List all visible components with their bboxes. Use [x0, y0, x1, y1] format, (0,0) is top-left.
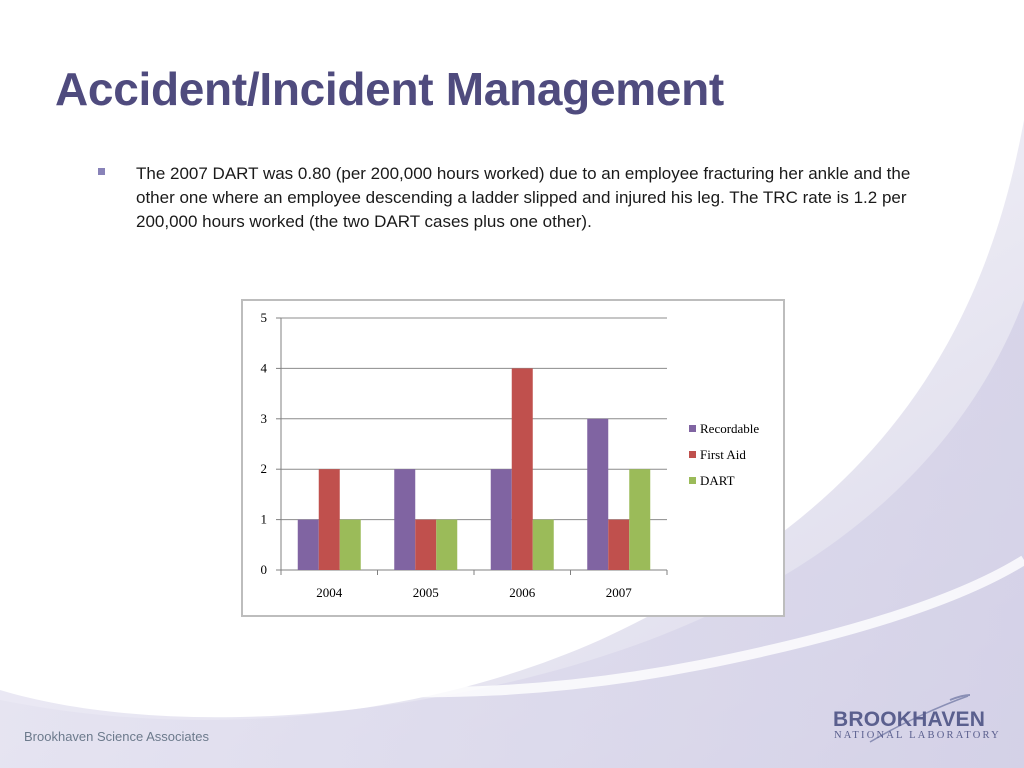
- bar-dart-2005: [436, 519, 458, 570]
- y-tick-label: 3: [261, 411, 268, 426]
- footer-organization: Brookhaven Science Associates: [24, 729, 209, 744]
- bullet-list: The 2007 DART was 0.80 (per 200,000 hour…: [98, 162, 928, 234]
- legend-label: First Aid: [700, 447, 746, 462]
- bar-first-aid-2005: [415, 519, 437, 570]
- y-tick-label: 2: [261, 461, 268, 476]
- bar-dart-2007: [629, 469, 651, 570]
- bar-first-aid-2004: [318, 469, 340, 570]
- y-tick-label: 4: [261, 360, 268, 375]
- x-tick-label: 2004: [316, 585, 343, 600]
- chart-frame: 0 1 2 3 4 5 2004 2005 2006 2007 Recordable First Ai…: [241, 299, 785, 617]
- square-bullet-icon: [98, 168, 105, 175]
- bar-dart-2004: [339, 519, 361, 570]
- bar-recordable-2006: [490, 469, 512, 570]
- bar-first-aid-2007: [608, 519, 630, 570]
- y-tick-label: 1: [261, 512, 268, 527]
- slide-title: Accident/Incident Management: [55, 63, 724, 115]
- bar-recordable-2005: [394, 469, 416, 570]
- legend-swatch: [689, 425, 696, 432]
- bar-chart: 0 1 2 3 4 5 2004 2005 2006 2007 Recordable First Ai…: [261, 310, 760, 600]
- legend-label: Recordable: [700, 421, 759, 436]
- legend-label: DART: [700, 473, 735, 488]
- x-tick-label: 2007: [606, 585, 633, 600]
- bar-recordable-2004: [297, 519, 319, 570]
- legend-swatch: [689, 451, 696, 458]
- y-tick-label: 0: [261, 562, 268, 577]
- bullet-item: The 2007 DART was 0.80 (per 200,000 hour…: [98, 162, 928, 234]
- bar-dart-2006: [532, 519, 554, 570]
- bar-first-aid-2006: [511, 368, 533, 570]
- logo-swoosh-icon: [869, 694, 971, 743]
- logo-wordmark: BROOKHAVEN: [833, 708, 986, 731]
- x-tick-label: 2006: [509, 585, 536, 600]
- y-tick-label: 5: [261, 310, 268, 325]
- logo-subtitle: NATIONAL LABORATORY: [834, 730, 1001, 741]
- x-tick-label: 2005: [413, 585, 439, 600]
- bar-recordable-2007: [587, 418, 609, 570]
- bullet-text: The 2007 DART was 0.80 (per 200,000 hour…: [136, 164, 911, 231]
- legend-swatch: [689, 477, 696, 484]
- brookhaven-logo: BROOKHAVEN NATIONAL LABORATORY: [830, 694, 1010, 746]
